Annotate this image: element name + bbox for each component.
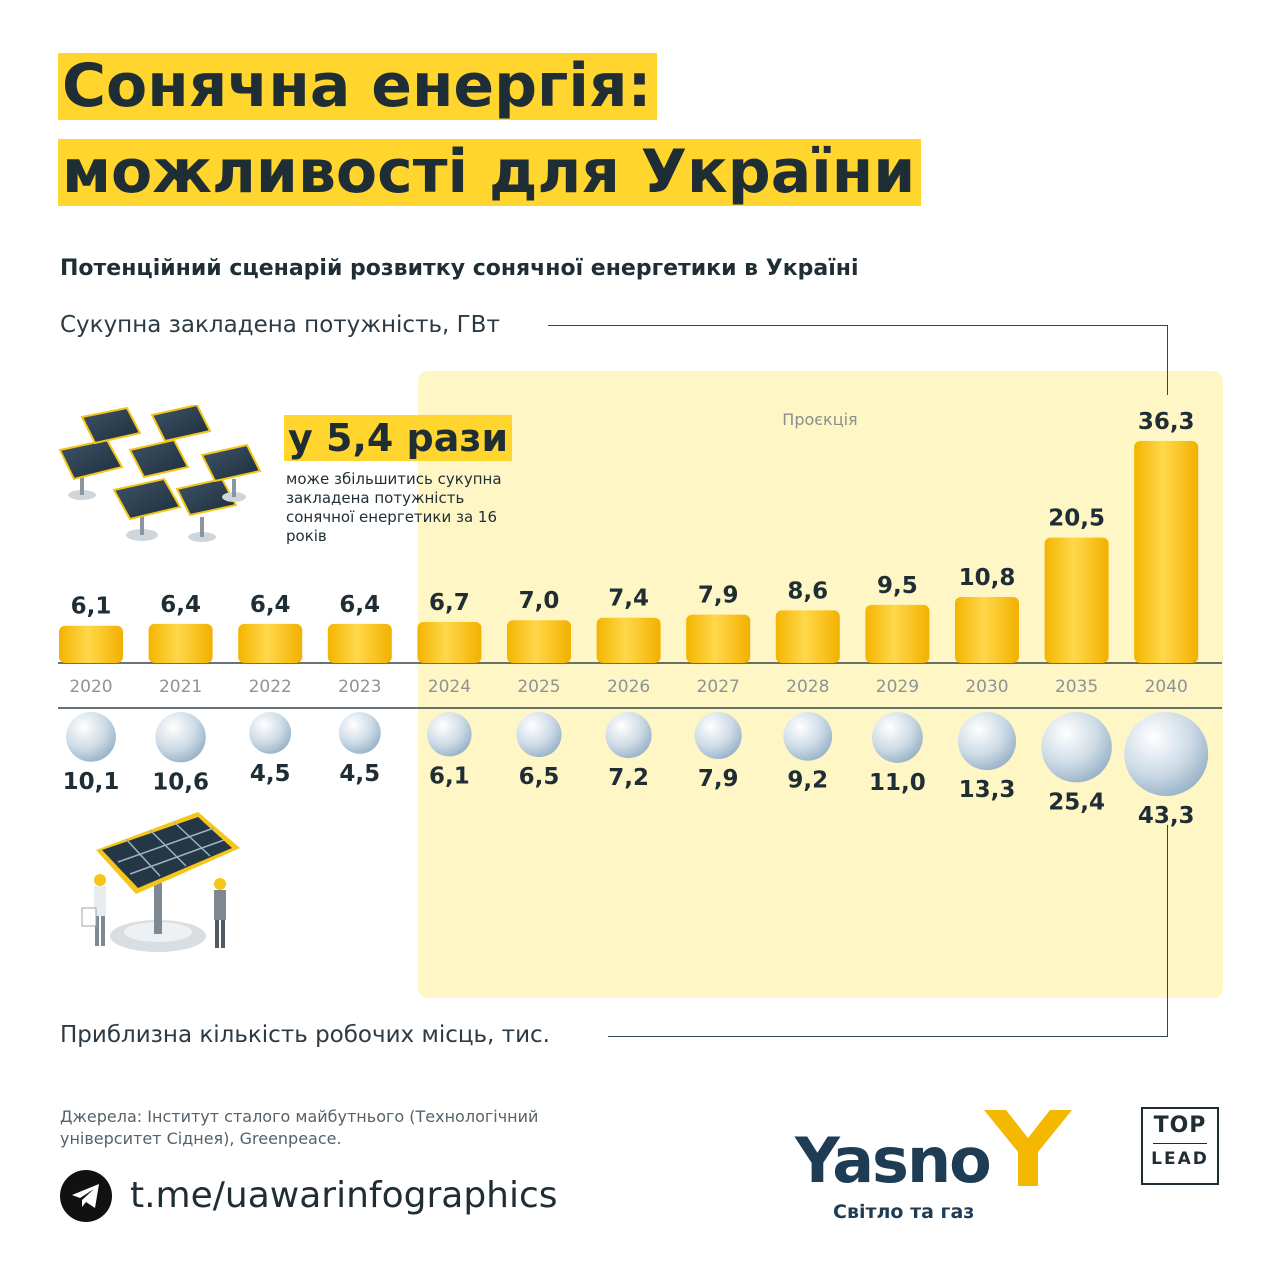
year-label: 2021 bbox=[159, 677, 202, 697]
growth-highlight-text: може збільшитись сукупна закладена потуж… bbox=[286, 470, 502, 545]
bar-2021 bbox=[148, 623, 213, 663]
bar-2030 bbox=[955, 596, 1019, 663]
jobs-circle-2027 bbox=[694, 712, 742, 760]
yasno-tagline: Світло та газ bbox=[833, 1201, 975, 1223]
bar-value-label: 6,4 bbox=[160, 592, 201, 618]
bar-2020 bbox=[59, 625, 123, 663]
chart-subtitle: Потенційний сценарій розвитку сонячної е… bbox=[60, 256, 859, 281]
jobs-value-label: 7,9 bbox=[698, 766, 739, 792]
solar-farm-icon bbox=[58, 405, 262, 542]
capacity-connector-h bbox=[548, 325, 1168, 326]
telegram-link[interactable]: t.me/uawarinfographics bbox=[130, 1175, 558, 1216]
jobs-circle-2035 bbox=[1041, 712, 1112, 783]
bar-value-label: 6,7 bbox=[429, 590, 470, 616]
bar-value-label: 9,5 bbox=[877, 573, 918, 599]
capacity-connector-v bbox=[1167, 325, 1168, 395]
year-label: 2030 bbox=[965, 677, 1008, 697]
year-label: 2026 bbox=[607, 677, 650, 697]
page-title-line-2: можливості для України bbox=[58, 139, 922, 206]
bar-value-label: 6,1 bbox=[71, 594, 112, 620]
year-label: 2029 bbox=[876, 677, 919, 697]
jobs-circle-2026 bbox=[605, 712, 652, 759]
bar-2028 bbox=[775, 610, 840, 663]
bar-2029 bbox=[865, 604, 930, 663]
solar-workers-icon bbox=[81, 812, 240, 952]
bar-value-label: 7,4 bbox=[608, 586, 649, 612]
toplead-divider bbox=[1153, 1143, 1207, 1144]
year-label: 2022 bbox=[249, 677, 292, 697]
sources-note: Джерела: Інститут сталого майбутнього (Т… bbox=[60, 1107, 539, 1148]
year-label: 2025 bbox=[517, 677, 560, 697]
bar-2025 bbox=[507, 620, 571, 663]
jobs-value-label: 6,1 bbox=[429, 764, 470, 790]
jobs-circle-2023 bbox=[338, 712, 381, 754]
growth-highlight: у 5,4 рази bbox=[284, 415, 513, 461]
bar-2040 bbox=[1134, 441, 1199, 663]
jobs-circle-2025 bbox=[516, 712, 562, 758]
bar-2023 bbox=[327, 623, 392, 663]
jobs-value-label: 43,3 bbox=[1138, 803, 1195, 829]
bar-2024 bbox=[417, 622, 482, 663]
bar-2026 bbox=[596, 617, 661, 663]
year-label: 2024 bbox=[428, 677, 471, 697]
jobs-value-label: 4,5 bbox=[339, 761, 380, 787]
jobs-circle-2029 bbox=[871, 712, 923, 763]
year-label: 2028 bbox=[786, 677, 829, 697]
jobs-value-label: 9,2 bbox=[787, 768, 828, 794]
bar-value-label: 36,3 bbox=[1138, 409, 1195, 435]
bar-2022 bbox=[238, 623, 303, 663]
bar-value-label: 7,9 bbox=[698, 583, 739, 609]
page-title-line-1: Сонячна енергія: bbox=[58, 53, 658, 120]
jobs-value-label: 25,4 bbox=[1048, 789, 1105, 815]
telegram-icon[interactable] bbox=[60, 1170, 112, 1222]
jobs-circle-2024 bbox=[427, 712, 472, 757]
jobs-circle-2030 bbox=[957, 712, 1017, 771]
year-label: 2035 bbox=[1055, 677, 1098, 697]
bar-value-label: 6,4 bbox=[250, 592, 291, 618]
jobs-value-label: 11,0 bbox=[869, 770, 926, 796]
jobs-value-label: 13,3 bbox=[959, 777, 1016, 803]
yasno-brand-name: Yasno bbox=[795, 1124, 992, 1197]
jobs-value-label: 10,6 bbox=[152, 769, 209, 795]
yasno-logo-icon bbox=[984, 1110, 1072, 1186]
year-label: 2040 bbox=[1145, 677, 1188, 697]
jobs-circle-2022 bbox=[249, 712, 292, 754]
bar-2027 bbox=[686, 614, 751, 663]
capacity-axis-label: Сукупна закладена потужність, ГВт bbox=[60, 312, 500, 338]
jobs-circle-2040 bbox=[1124, 712, 1209, 796]
year-label: 2027 bbox=[697, 677, 740, 697]
jobs-circle-2021 bbox=[155, 712, 206, 763]
projection-label: Проєкція bbox=[782, 410, 858, 429]
bar-value-label: 7,0 bbox=[519, 588, 560, 614]
jobs-value-label: 4,5 bbox=[250, 761, 291, 787]
year-label: 2020 bbox=[69, 677, 112, 697]
projection-zone bbox=[418, 371, 1223, 998]
toplead-bottom-text: LEAD bbox=[1151, 1149, 1209, 1169]
jobs-value-label: 6,5 bbox=[519, 764, 560, 790]
jobs-circle-2028 bbox=[783, 712, 833, 761]
bar-value-label: 8,6 bbox=[787, 578, 828, 604]
jobs-connector-v bbox=[1167, 825, 1168, 1037]
jobs-axis-label: Приблизна кількість робочих місць, тис. bbox=[60, 1022, 550, 1048]
bar-value-label: 20,5 bbox=[1048, 506, 1105, 532]
bar-value-label: 10,8 bbox=[959, 565, 1016, 591]
year-label: 2023 bbox=[338, 677, 381, 697]
jobs-circle-2020 bbox=[66, 712, 116, 762]
jobs-value-label: 10,1 bbox=[63, 769, 120, 795]
jobs-value-label: 7,2 bbox=[608, 765, 649, 791]
toplead-logo: TOP LEAD bbox=[1141, 1107, 1219, 1185]
jobs-connector-h bbox=[608, 1036, 1168, 1037]
bar-value-label: 6,4 bbox=[339, 592, 380, 618]
bar-2035 bbox=[1044, 537, 1109, 663]
toplead-top-text: TOP bbox=[1153, 1113, 1207, 1138]
